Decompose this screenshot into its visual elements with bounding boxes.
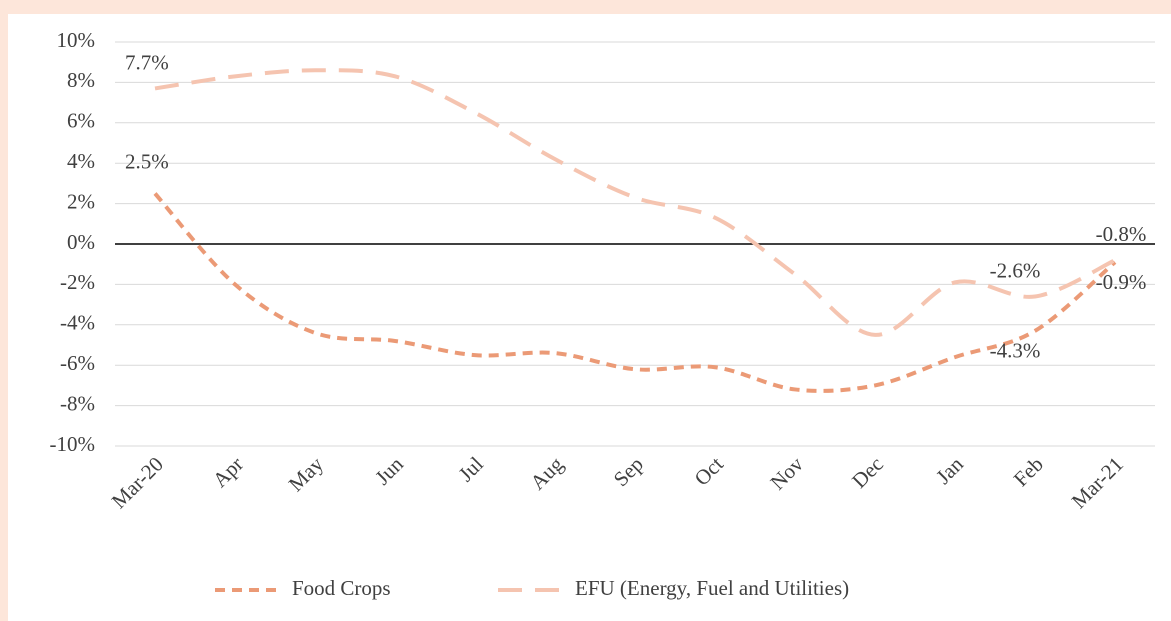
y-tick-label: 8% <box>67 68 95 92</box>
y-tick-label: -8% <box>60 391 95 415</box>
line <box>153 192 1117 393</box>
y-tick-label: 0% <box>67 230 95 254</box>
line <box>154 68 1116 337</box>
y-tick-label: 4% <box>67 149 95 173</box>
y-tick-label: 2% <box>67 189 95 213</box>
data-label: -0.9% <box>1096 270 1147 294</box>
y-tick-label: 6% <box>67 109 95 133</box>
y-tick-label: -2% <box>60 270 95 294</box>
y-tick-label: 10% <box>57 28 96 52</box>
data-label: 2.5% <box>125 149 169 173</box>
legend-label: Food Crops <box>292 576 391 600</box>
data-label: -2.6% <box>990 258 1041 282</box>
data-label: 7.7% <box>125 50 169 74</box>
legend-label: EFU (Energy, Fuel and Utilities) <box>575 576 849 600</box>
y-tick-label: -6% <box>60 351 95 375</box>
chart-background <box>8 14 1171 621</box>
data-label: -0.8% <box>1096 222 1147 246</box>
y-tick-label: -10% <box>50 432 96 456</box>
y-tick-label: -4% <box>60 311 95 335</box>
data-label: -4.3% <box>990 339 1041 363</box>
